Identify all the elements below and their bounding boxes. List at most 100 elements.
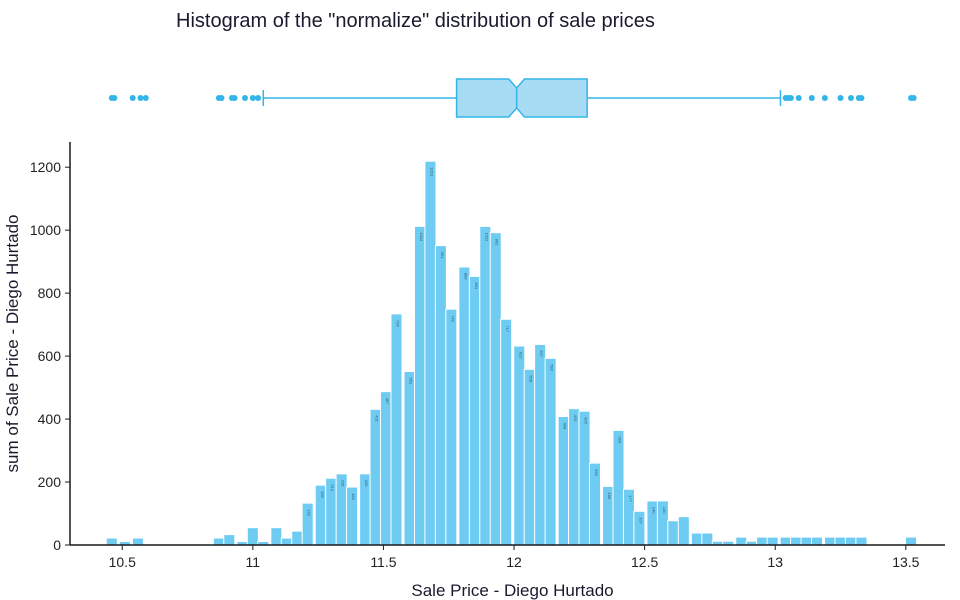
x-tick-label: 10.5 [109, 554, 136, 570]
bar-data-label: 551 [409, 378, 414, 385]
boxplot-outlier-point [231, 95, 238, 101]
histogram-bar [790, 536, 803, 546]
y-tick-label: 1200 [30, 159, 61, 175]
histogram-bar [246, 527, 259, 546]
histogram-bar [756, 536, 769, 546]
histogram-bar [800, 536, 813, 546]
histogram-bar [690, 532, 703, 546]
histogram-bar [413, 225, 427, 546]
boxplot-outlier-point [255, 95, 262, 101]
histogram-bar [489, 232, 502, 546]
bar-data-label: 140 [662, 507, 667, 514]
histogram-bar [223, 534, 236, 546]
y-tick-label: 0 [53, 537, 61, 553]
bar-data-label: 1012 [419, 232, 424, 242]
boxplot-outlier-point [111, 95, 118, 101]
bar-data-label: 1219 [429, 167, 434, 177]
histogram-bar [500, 318, 513, 546]
histogram-bar [479, 225, 492, 546]
histogram-bar [403, 371, 416, 546]
histogram-bar [855, 536, 868, 546]
histogram-bar [766, 536, 779, 546]
boxplot-outlier-point [837, 95, 844, 101]
histogram-bar [544, 357, 557, 546]
bar-data-label: 190 [320, 491, 325, 498]
histogram-bar [434, 245, 447, 546]
bar-data-label: 184 [351, 493, 356, 500]
histogram-bar [131, 537, 144, 546]
histogram-bar [779, 536, 792, 546]
x-tick-label: 11 [246, 554, 261, 570]
y-tick-label: 800 [38, 285, 62, 301]
boxplot [108, 78, 917, 118]
bar-data-label: 226 [341, 480, 346, 487]
axes: 0 200 400 600 800 1000 1200 10.5 11 11.5 12 12.5 13… [30, 142, 945, 570]
bar-data-label: 632 [518, 352, 523, 359]
bar-data-label: 883 [463, 273, 468, 280]
histogram-bar [677, 516, 690, 546]
bar-data-label: 226 [364, 480, 369, 487]
histogram-bar [424, 160, 437, 546]
chart-title: Histogram of the "normalize" distributio… [176, 10, 655, 32]
boxplot-outlier-point [910, 95, 917, 101]
bar-data-label: 107 [638, 517, 643, 524]
bar-data-label: 951 [440, 252, 445, 259]
bar-data-label: 853 [474, 282, 479, 289]
boxplot-outlier-point [795, 95, 802, 101]
histogram-bar [390, 313, 403, 546]
boxplot-outlier-point [142, 95, 149, 101]
y-tick-label: 1000 [30, 222, 61, 238]
histogram-bar [513, 345, 526, 546]
boxplot-outlier-point [858, 95, 865, 101]
histogram-bar [578, 410, 591, 546]
histogram-bar [735, 536, 748, 546]
bar-data-label: 425 [584, 417, 589, 424]
bar-data-label: 408 [563, 423, 568, 430]
boxplot-outlier-point [129, 95, 136, 101]
boxplot-outlier-point [821, 95, 828, 101]
bar-data-label: 133 [307, 509, 312, 516]
bar-data-label: 558 [529, 375, 534, 382]
bar-data-label: 992 [495, 239, 500, 246]
histogram-bar [380, 391, 393, 546]
y-tick-label: 600 [38, 348, 62, 364]
bar-data-label: 177 [628, 495, 633, 502]
histogram-bar [557, 416, 570, 546]
boxplot-notched-box [455, 78, 588, 118]
bar-data-label: 186 [607, 492, 612, 499]
boxplot-outlier-point [808, 95, 815, 101]
x-tick-label: 13.5 [892, 554, 919, 570]
x-axis-title: Sale Price - Diego Hurtado [411, 581, 613, 600]
x-tick-label: 12.5 [631, 554, 658, 570]
histogram-bar [905, 536, 918, 546]
histogram-bar [824, 536, 837, 546]
histogram-bar [834, 536, 847, 546]
bar-data-label: 431 [375, 415, 380, 422]
histogram-bar [701, 532, 714, 546]
histogram-bar [568, 408, 581, 546]
y-axis-ticks: 0 200 400 600 800 1000 1200 [30, 159, 70, 553]
boxplot-outlier-point [218, 95, 225, 101]
boxplot-outlier-point [787, 95, 794, 101]
boxplot-outlier-point [137, 95, 144, 101]
histogram-bar [612, 429, 625, 546]
histogram-bar [445, 308, 458, 546]
bar-data-label: 364 [618, 436, 623, 443]
bar-data-label: 260 [594, 469, 599, 476]
histogram-bar [105, 537, 118, 546]
bar-data-label: 717 [505, 325, 510, 332]
bar-data-label: 1012 [484, 232, 489, 242]
bar-data-label: 433 [573, 415, 578, 422]
histogram-bar [458, 266, 471, 546]
x-tick-label: 12 [506, 554, 522, 570]
boxplot-outlier-point [242, 95, 248, 101]
bar-data-label: 637 [539, 350, 544, 357]
bar-data-label: 749 [450, 315, 455, 322]
histogram-bar [810, 536, 824, 546]
bar-data-label: 212 [330, 484, 335, 491]
histogram-bar [280, 537, 293, 546]
histogram-bar [534, 343, 547, 546]
y-tick-label: 400 [38, 411, 62, 427]
bar-data-label: 734 [395, 320, 400, 327]
